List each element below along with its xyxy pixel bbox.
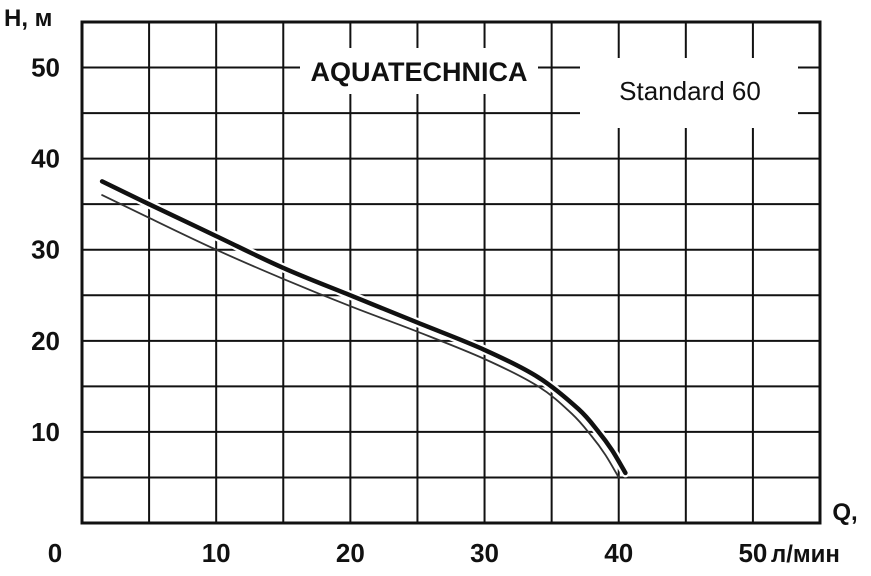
y-tick-labels: 10 20 30 40 50 [31, 53, 60, 447]
series-line-thin [101, 194, 620, 479]
plot-border [80, 20, 822, 525]
series-halo [97, 176, 630, 478]
y-tick-label: 30 [31, 235, 60, 265]
brand-label-bg [300, 48, 538, 94]
series-line-thick [99, 179, 628, 476]
model-label: Standard 60 [619, 76, 761, 106]
x-tick-label: 20 [336, 538, 365, 568]
x-tick-label: 10 [202, 538, 231, 568]
y-tick-label: 10 [31, 417, 60, 447]
x-axis-title: Q, [832, 499, 857, 526]
y-axis-title: H, м [4, 5, 52, 32]
y-tick-label: 20 [31, 326, 60, 356]
x-tick-label: 0 [48, 538, 62, 568]
x-tick-label: 30 [470, 538, 499, 568]
plot-frame [80, 20, 822, 525]
chart-grid [82, 22, 820, 523]
x-tick-label: 40 [604, 538, 633, 568]
series-layer [97, 176, 630, 479]
brand-label: AQUATECHNICA [311, 57, 528, 87]
x-axis-unit: л/мин [771, 541, 840, 568]
x-tick-labels: 0 10 20 30 40 50 [48, 538, 768, 568]
x-tick-label: 50 [738, 538, 767, 568]
y-tick-label: 50 [31, 53, 60, 83]
y-tick-label: 40 [31, 144, 60, 174]
model-label-bg [580, 58, 798, 128]
